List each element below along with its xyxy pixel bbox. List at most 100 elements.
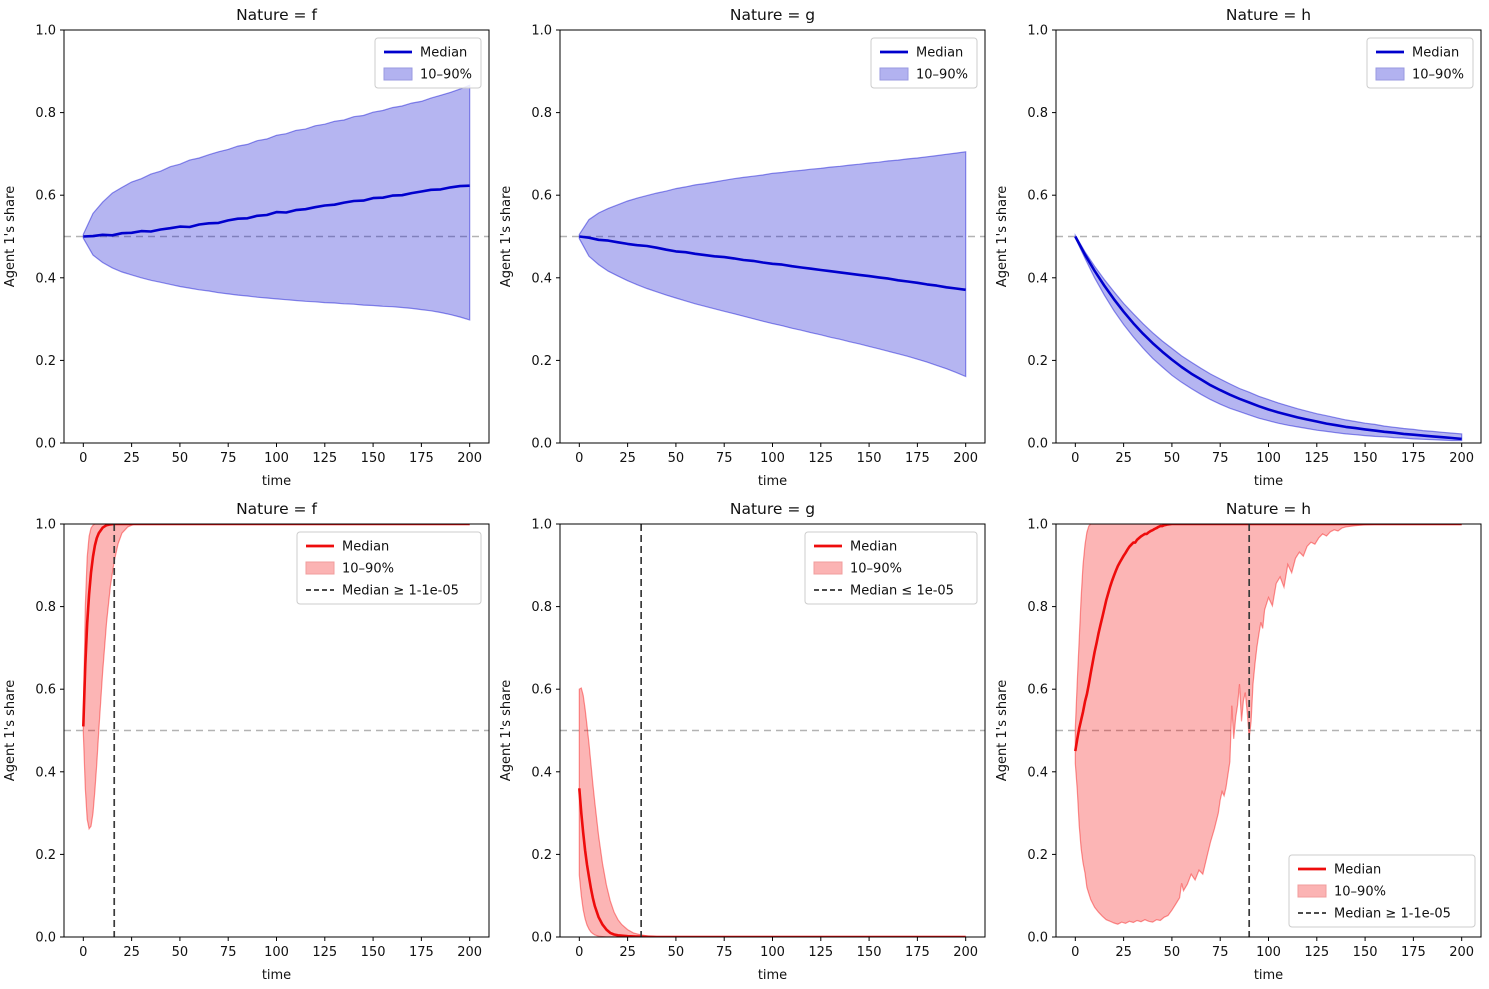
x-tick-label: 200 bbox=[457, 451, 482, 466]
median-line bbox=[579, 235, 966, 292]
subplot-bottom-nature-f: 0 25 50 75 100 125 150 175 200 0.0 0.2 0.4 0.6 0.8 1.0… bbox=[0, 494, 497, 989]
y-tick-label: 0.8 bbox=[531, 106, 552, 121]
x-tick-label: 125 bbox=[808, 451, 833, 466]
legend-label: 10–90% bbox=[916, 68, 968, 83]
chart-top-nature-g: 0 25 50 75 100 125 150 175 200 0.0 0.2 0.4 0.6 0.8 1.0… bbox=[499, 6, 986, 489]
subplot-top-nature-h: 0 25 50 75 100 125 150 175 200 0.0 0.2 0.4 0.6 0.8 1.0… bbox=[992, 0, 1489, 495]
y-tick-label: 0.0 bbox=[35, 931, 56, 946]
x-axis-label: time bbox=[262, 474, 291, 489]
x-axis-label: time bbox=[262, 968, 291, 983]
y-tick-label: 0.4 bbox=[35, 271, 56, 286]
y-tick-label: 0.0 bbox=[1027, 437, 1048, 452]
legend-label: 10–90% bbox=[1334, 885, 1386, 900]
legend-band-swatch bbox=[383, 67, 413, 81]
legend-label: Median bbox=[916, 46, 963, 61]
x-tick-label: 75 bbox=[716, 945, 733, 960]
subplot-bottom-nature-h: 0 25 50 75 100 125 150 175 200 0.0 0.2 0.4 0.6 0.8 1.0… bbox=[992, 494, 1489, 989]
y-tick-label: 0.6 bbox=[531, 189, 552, 204]
x-tick-label: 0 bbox=[575, 945, 583, 960]
legend-label: Median bbox=[850, 540, 897, 555]
x-tick-label: 25 bbox=[1115, 451, 1132, 466]
x-tick-label: 75 bbox=[1212, 451, 1229, 466]
y-tick-label: 0.4 bbox=[35, 765, 56, 780]
subplot-top-nature-g: 0 25 50 75 100 125 150 175 200 0.0 0.2 0.4 0.6 0.8 1.0… bbox=[496, 0, 993, 495]
y-tick-label: 0.8 bbox=[531, 600, 552, 615]
chart-bottom-nature-h: 0 25 50 75 100 125 150 175 200 0.0 0.2 0.4 0.6 0.8 1.0… bbox=[995, 500, 1482, 983]
x-tick-label: 25 bbox=[1115, 945, 1132, 960]
x-tick-label: 100 bbox=[1256, 945, 1281, 960]
x-tick-label: 200 bbox=[953, 451, 978, 466]
legend-label: Median bbox=[1412, 46, 1459, 61]
legend-band-swatch bbox=[305, 561, 335, 575]
x-tick-label: 75 bbox=[220, 945, 237, 960]
legend-label: 10–90% bbox=[1412, 68, 1464, 83]
legend-band-swatch bbox=[813, 561, 843, 575]
chart-top-nature-f: 0 25 50 75 100 125 150 175 200 0.0 0.2 0.4 0.6 0.8 1.0… bbox=[3, 6, 490, 489]
y-tick-label: 0.0 bbox=[35, 437, 56, 452]
chart-title: Nature = h bbox=[1226, 500, 1311, 518]
x-tick-label: 75 bbox=[716, 451, 733, 466]
x-tick-label: 150 bbox=[361, 451, 386, 466]
x-tick-label: 175 bbox=[1401, 451, 1426, 466]
y-tick-label: 0.4 bbox=[1027, 271, 1048, 286]
x-tick-label: 25 bbox=[619, 451, 636, 466]
y-tick-label: 0.8 bbox=[1027, 600, 1048, 615]
legend-box bbox=[1288, 854, 1476, 928]
y-tick-label: 0.6 bbox=[531, 683, 552, 698]
x-tick-label: 150 bbox=[1353, 945, 1378, 960]
y-tick-label: 0.8 bbox=[35, 106, 56, 121]
legend-band-swatch bbox=[1375, 67, 1405, 81]
x-tick-label: 0 bbox=[1071, 945, 1079, 960]
y-tick-label: 0.2 bbox=[1027, 354, 1048, 369]
y-tick-label: 0.4 bbox=[531, 271, 552, 286]
chart-title: Nature = g bbox=[730, 6, 815, 24]
legend-label: 10–90% bbox=[342, 562, 394, 577]
y-tick-label: 1.0 bbox=[1027, 24, 1048, 39]
y-tick-label: 0.6 bbox=[35, 683, 56, 698]
x-axis-label: time bbox=[758, 968, 787, 983]
y-axis-label: Agent 1's share bbox=[995, 186, 1010, 287]
x-tick-label: 175 bbox=[409, 451, 434, 466]
y-tick-label: 0.6 bbox=[1027, 189, 1048, 204]
legend-box bbox=[804, 531, 978, 605]
subplot-top-nature-f: 0 25 50 75 100 125 150 175 200 0.0 0.2 0.4 0.6 0.8 1.0… bbox=[0, 0, 497, 495]
x-tick-label: 150 bbox=[857, 451, 882, 466]
x-tick-label: 100 bbox=[1256, 451, 1281, 466]
y-tick-label: 0.4 bbox=[531, 765, 552, 780]
legend-label: Median ≤ 1e-05 bbox=[850, 584, 954, 599]
chart-top-nature-h: 0 25 50 75 100 125 150 175 200 0.0 0.2 0.4 0.6 0.8 1.0… bbox=[995, 6, 1482, 489]
y-axis-label: Agent 1's share bbox=[3, 186, 18, 287]
legend-label: Median ≥ 1-1e-05 bbox=[342, 584, 459, 599]
band-10-90 bbox=[82, 524, 470, 831]
legend-label: Median bbox=[1334, 863, 1381, 878]
y-tick-label: 1.0 bbox=[35, 24, 56, 39]
x-tick-label: 125 bbox=[312, 945, 337, 960]
legend-label: Median bbox=[342, 540, 389, 555]
x-tick-label: 0 bbox=[79, 451, 87, 466]
x-axis-label: time bbox=[1254, 474, 1283, 489]
median-line bbox=[578, 788, 966, 937]
chart-bottom-nature-g: 0 25 50 75 100 125 150 175 200 0.0 0.2 0.4 0.6 0.8 1.0… bbox=[499, 500, 986, 983]
y-tick-label: 0.6 bbox=[1027, 683, 1048, 698]
y-tick-label: 0.4 bbox=[1027, 765, 1048, 780]
subplot-bottom-nature-g: 0 25 50 75 100 125 150 175 200 0.0 0.2 0.4 0.6 0.8 1.0… bbox=[496, 494, 993, 989]
y-tick-label: 0.6 bbox=[35, 189, 56, 204]
x-tick-label: 125 bbox=[1304, 451, 1329, 466]
y-tick-label: 0.0 bbox=[531, 437, 552, 452]
legend-band-swatch bbox=[879, 67, 909, 81]
band-10-90 bbox=[578, 687, 966, 937]
x-tick-label: 200 bbox=[1449, 945, 1474, 960]
x-tick-label: 100 bbox=[760, 451, 785, 466]
y-tick-label: 0.2 bbox=[531, 354, 552, 369]
chart-title: Nature = g bbox=[730, 500, 815, 518]
median-line bbox=[83, 184, 470, 238]
x-tick-label: 50 bbox=[1164, 945, 1181, 960]
x-tick-label: 175 bbox=[905, 945, 930, 960]
x-tick-label: 0 bbox=[1071, 451, 1079, 466]
x-tick-label: 125 bbox=[1304, 945, 1329, 960]
y-tick-label: 0.8 bbox=[1027, 106, 1048, 121]
x-tick-label: 50 bbox=[172, 451, 189, 466]
y-tick-label: 0.2 bbox=[531, 848, 552, 863]
x-tick-label: 0 bbox=[575, 451, 583, 466]
